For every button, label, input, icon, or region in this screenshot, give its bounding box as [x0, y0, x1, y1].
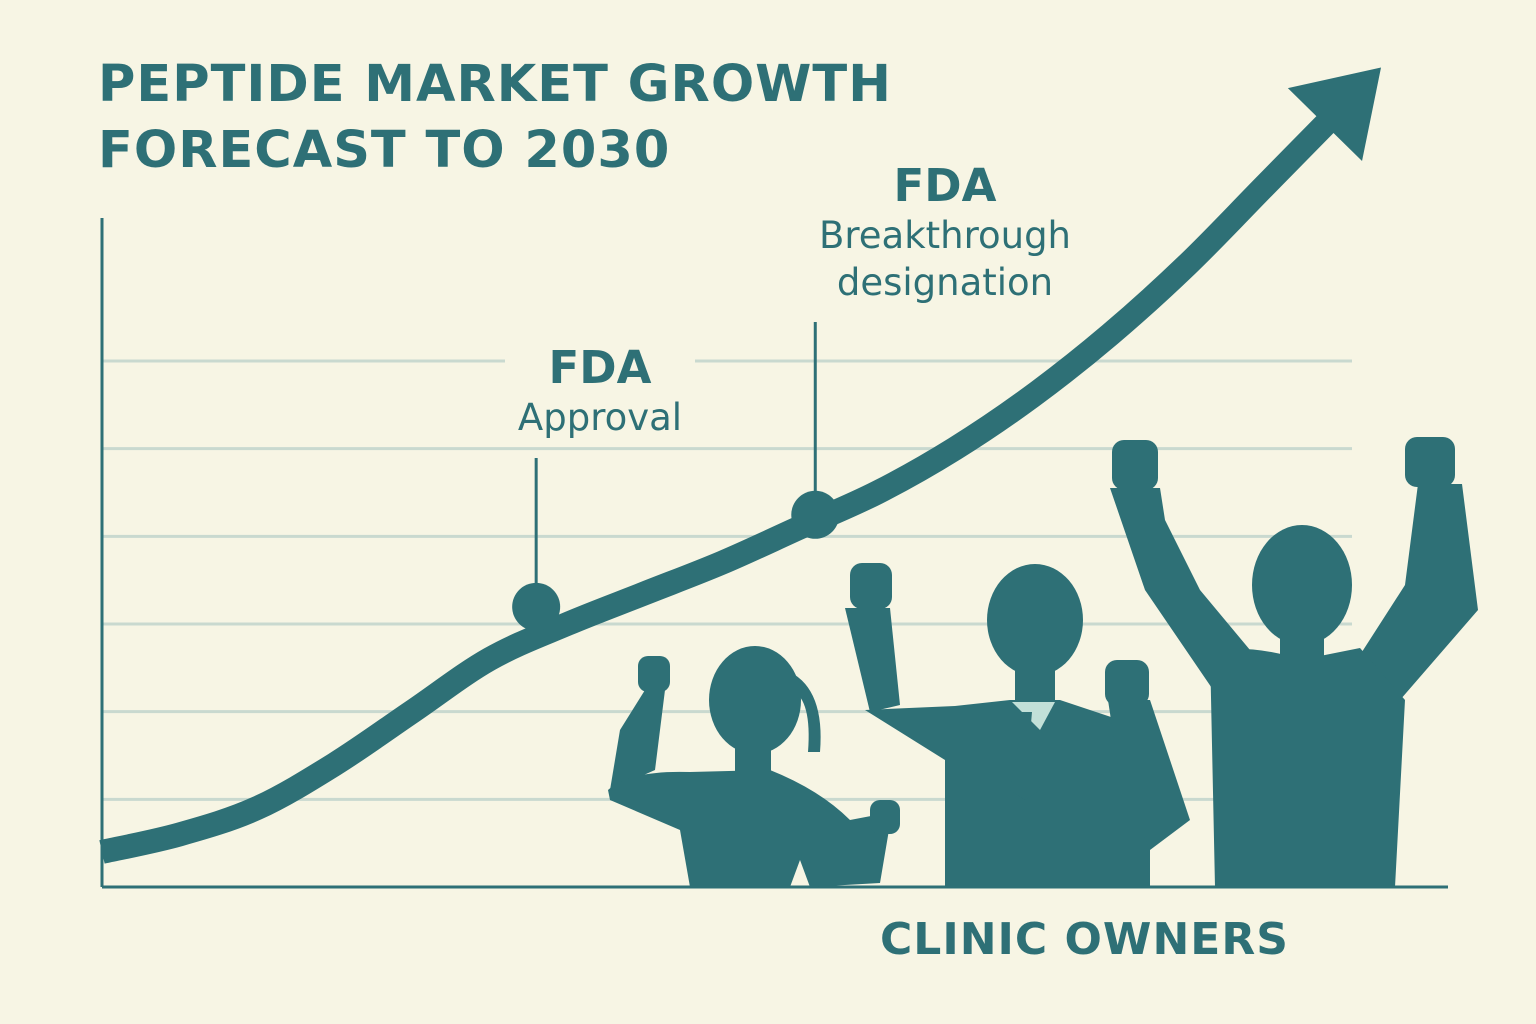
- annotation-approval-text: Approval: [517, 396, 683, 439]
- annotation-marker: [512, 582, 561, 631]
- annotation-backdrop: [505, 335, 695, 435]
- shirt-collar: [1010, 702, 1055, 800]
- annotation-marker: [791, 490, 840, 539]
- title-line-1: PEPTIDE MARKET GROWTH: [98, 55, 892, 114]
- series-arrowhead: [1287, 67, 1382, 162]
- annotation-backdrop: [780, 160, 1110, 310]
- annotation-breakthrough-title: FDA: [893, 159, 997, 212]
- annotation-breakthrough-text-2: designation: [836, 261, 1054, 304]
- woman-figure: [608, 646, 900, 887]
- title-line-2: FORECAST TO 2030: [98, 121, 671, 180]
- annotation-breakthrough-text-1: Breakthrough: [818, 214, 1072, 257]
- annotation-markers: [512, 322, 840, 631]
- tall-man-figure: [1110, 437, 1478, 887]
- series-line-group: [99, 67, 1382, 864]
- man-figure: [845, 563, 1190, 887]
- annotation-approval: FDA Approval: [500, 342, 700, 441]
- chart-title: PEPTIDE MARKET GROWTH FORECAST TO 2030: [98, 52, 892, 184]
- clinic-owners-illustration: [608, 437, 1478, 887]
- clinic-owners-label: CLINIC OWNERS: [880, 914, 1289, 965]
- annotation-breakthrough: FDA Breakthrough designation: [785, 160, 1105, 306]
- series-line: [99, 98, 1352, 864]
- annotation-approval-title: FDA: [548, 341, 652, 394]
